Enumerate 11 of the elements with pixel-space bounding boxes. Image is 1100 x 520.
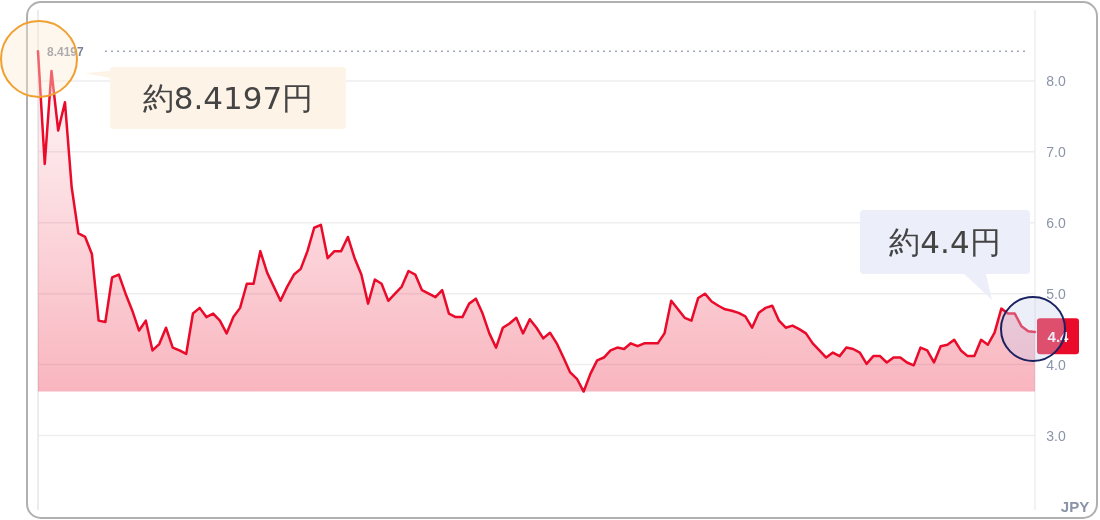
callout-bubble-peak: 約8.4197円 (85, 67, 346, 129)
callout-bubble-latest: 約4.4円 (860, 210, 1030, 300)
y-axis-title: JPY (1060, 498, 1090, 515)
annotation: 約8.4197円 (142, 80, 314, 116)
y-tick-label: 3.0 (1046, 427, 1066, 444)
y-tick-label: 7.0 (1046, 143, 1066, 160)
y-tick-label: 8.0 (1046, 72, 1066, 89)
y-tick-label: 4.0 (1046, 356, 1066, 373)
y-tick-label: 5.0 (1046, 285, 1066, 302)
annotation: 約4.4円 (889, 224, 1001, 260)
y-tick-label: 6.0 (1046, 214, 1066, 231)
